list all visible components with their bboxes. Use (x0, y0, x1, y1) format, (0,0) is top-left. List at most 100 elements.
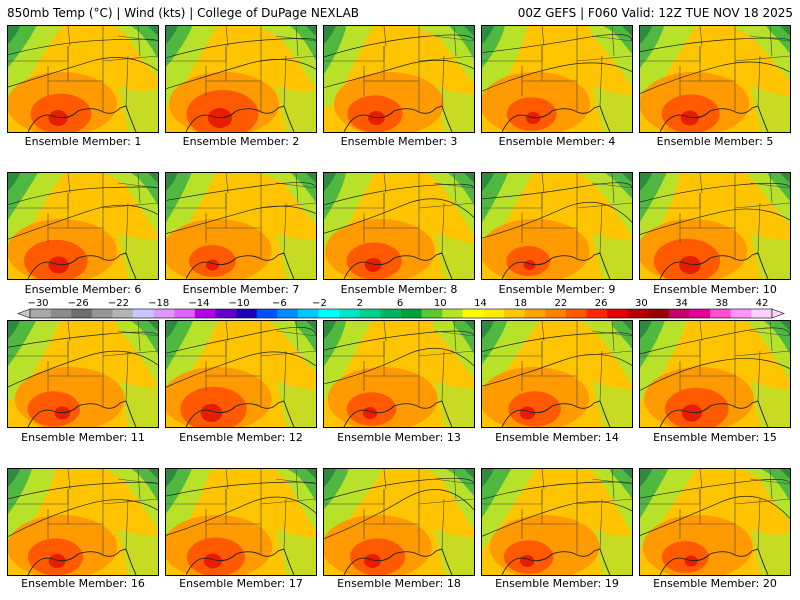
colorbar-swatch (30, 309, 51, 318)
ensemble-member-map (7, 320, 159, 428)
ensemble-member-label: Ensemble Member: 16 (21, 577, 145, 590)
ensemble-member-map (7, 172, 159, 280)
temperature-field (640, 469, 790, 575)
ensemble-member-map (639, 320, 791, 428)
ensemble-member-map (165, 172, 317, 280)
colorbar-swatch (710, 309, 732, 318)
temperature-field (166, 26, 316, 132)
colorbar-tick-label: 42 (756, 298, 769, 309)
header-valid-time: 00Z GEFS | F060 Valid: 12Z TUE NOV 18 20… (517, 6, 793, 20)
colorbar-tick-label: −2 (312, 298, 327, 309)
ensemble-member-label: Ensemble Member: 11 (21, 431, 145, 444)
colorbar-swatch (648, 309, 670, 318)
temperature-field (166, 321, 316, 427)
colorbar-tick-label: 6 (397, 298, 403, 309)
temperature-field (482, 173, 632, 279)
colorbar-swatch (277, 309, 299, 318)
colorbar-swatch (483, 309, 505, 318)
temperature-field (324, 173, 474, 279)
ensemble-member-label: Ensemble Member: 2 (182, 135, 300, 148)
ensemble-member-map (7, 468, 159, 576)
colorbar-swatch (380, 309, 402, 318)
colorbar-swatch (256, 309, 278, 318)
colorbar-swatch (339, 309, 361, 318)
colorbar-tick-label: 14 (474, 298, 487, 309)
ensemble-member-map (639, 172, 791, 280)
colorbar-swatch (133, 309, 154, 318)
ensemble-member-map (481, 25, 633, 133)
colorbar-swatch (71, 309, 93, 318)
header-title: 850mb Temp (°C) | Wind (kts) | College o… (7, 6, 360, 20)
ensemble-member-map (639, 468, 791, 576)
colorbar-swatch (194, 309, 216, 318)
ensemble-member-label: Ensemble Member: 18 (337, 577, 461, 590)
ensemble-member-label: Ensemble Member: 12 (179, 431, 303, 444)
temperature-field (8, 26, 158, 132)
ensemble-member-label: Ensemble Member: 8 (340, 283, 458, 296)
colorbar-swatch (215, 309, 237, 318)
colorbar-swatch (524, 309, 546, 318)
colorbar-tick-label: 38 (715, 298, 728, 309)
temperature-field (324, 321, 474, 427)
ensemble-member-label: Ensemble Member: 19 (495, 577, 619, 590)
temperature-field (324, 469, 474, 575)
ensemble-member-map (323, 320, 475, 428)
colorbar-swatch (668, 309, 690, 318)
colorbar-tick-label: 26 (595, 298, 608, 309)
ensemble-member-label: Ensemble Member: 10 (653, 283, 777, 296)
ensemble-member-label: Ensemble Member: 5 (656, 135, 774, 148)
colorbar-swatch (586, 309, 608, 318)
colorbar-swatch (401, 309, 422, 318)
colorbar-swatch (504, 309, 525, 318)
ensemble-member-label: Ensemble Member: 13 (337, 431, 461, 444)
ensemble-member-label: Ensemble Member: 6 (24, 283, 142, 296)
colorbar-tick-label: −18 (148, 298, 169, 309)
ensemble-member-label: Ensemble Member: 15 (653, 431, 777, 444)
ensemble-member-label: Ensemble Member: 7 (182, 283, 300, 296)
colorbar-tick-label: 2 (357, 298, 363, 309)
temperature-field (166, 173, 316, 279)
ensemble-member-map (323, 468, 475, 576)
colorbar-tick-label: −10 (229, 298, 250, 309)
ensemble-member-map (165, 320, 317, 428)
colorbar-tick-label: −14 (188, 298, 209, 309)
ensemble-member-label: Ensemble Member: 20 (653, 577, 777, 590)
ensemble-member-label: Ensemble Member: 14 (495, 431, 619, 444)
colorbar-tick-label: −26 (68, 298, 89, 309)
temperature-field (324, 26, 474, 132)
temperature-field (482, 26, 632, 132)
colorbar-swatch (174, 309, 196, 318)
colorbar-tick-label: 10 (434, 298, 447, 309)
temperature-field (8, 173, 158, 279)
colorbar-swatch (442, 309, 464, 318)
colorbar-swatch (565, 309, 587, 318)
ensemble-member-label: Ensemble Member: 17 (179, 577, 303, 590)
ensemble-member-map (7, 25, 159, 133)
colorbar-swatch (421, 309, 443, 318)
ensemble-member-map (323, 25, 475, 133)
temperature-field (166, 469, 316, 575)
ensemble-member-map (165, 25, 317, 133)
temperature-field (640, 173, 790, 279)
temperature-field (640, 321, 790, 427)
colorbar-swatch (359, 309, 381, 318)
ensemble-member-label: Ensemble Member: 9 (498, 283, 616, 296)
ensemble-member-map (639, 25, 791, 133)
ensemble-member-map (165, 468, 317, 576)
ensemble-member-label: Ensemble Member: 1 (24, 135, 142, 148)
colorbar-swatch (297, 309, 319, 318)
colorbar-tick-label: 30 (635, 298, 648, 309)
colorbar-swatch (153, 309, 175, 318)
colorbar-swatch (462, 309, 484, 318)
colorbar-tick-label: −30 (27, 298, 48, 309)
ensemble-member-label: Ensemble Member: 3 (340, 135, 458, 148)
temperature-field (640, 26, 790, 132)
colorbar-swatch (751, 309, 773, 318)
colorbar-tick-label: −6 (272, 298, 287, 309)
colorbar-right-arrow (771, 308, 785, 319)
ensemble-member-map (323, 172, 475, 280)
colorbar-left-arrow (17, 308, 31, 319)
colorbar-swatch (689, 309, 711, 318)
colorbar-tick-label: 18 (514, 298, 527, 309)
ensemble-member-label: Ensemble Member: 4 (498, 135, 616, 148)
